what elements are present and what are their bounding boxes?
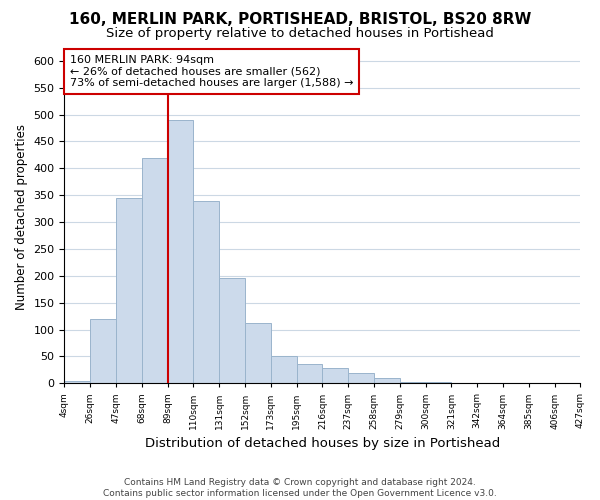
Y-axis label: Number of detached properties: Number of detached properties — [15, 124, 28, 310]
Bar — [64, 380, 90, 384]
Bar — [271, 356, 296, 384]
Bar — [322, 368, 348, 384]
Bar — [477, 382, 503, 384]
Bar — [451, 382, 477, 384]
X-axis label: Distribution of detached houses by size in Portishead: Distribution of detached houses by size … — [145, 437, 500, 450]
Bar — [348, 372, 374, 384]
Bar — [374, 378, 400, 384]
Text: Size of property relative to detached houses in Portishead: Size of property relative to detached ho… — [106, 28, 494, 40]
Text: Contains HM Land Registry data © Crown copyright and database right 2024.
Contai: Contains HM Land Registry data © Crown c… — [103, 478, 497, 498]
Bar — [142, 158, 167, 384]
Text: 160, MERLIN PARK, PORTISHEAD, BRISTOL, BS20 8RW: 160, MERLIN PARK, PORTISHEAD, BRISTOL, B… — [69, 12, 531, 28]
Bar — [193, 200, 219, 384]
Bar — [400, 382, 425, 384]
Bar — [90, 319, 116, 384]
Bar — [116, 198, 142, 384]
Bar — [219, 278, 245, 384]
Text: 160 MERLIN PARK: 94sqm
← 26% of detached houses are smaller (562)
73% of semi-de: 160 MERLIN PARK: 94sqm ← 26% of detached… — [70, 55, 353, 88]
Bar — [296, 364, 322, 384]
Bar — [245, 322, 271, 384]
Bar — [425, 382, 451, 384]
Bar — [167, 120, 193, 384]
